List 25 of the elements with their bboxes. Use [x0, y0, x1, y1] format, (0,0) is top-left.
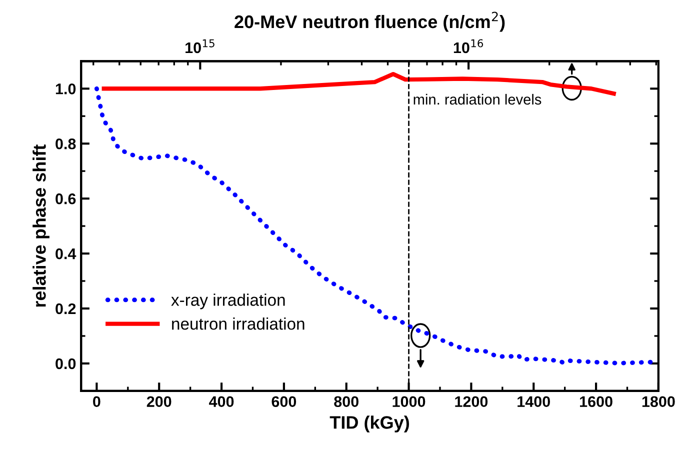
x2-axis-title: 20-MeV neutron fluence (n/cm$^{2}$) [234, 12, 505, 32]
y-tick-label: 1.0 [56, 84, 76, 94]
x-tick-label: 1600 [580, 396, 612, 408]
ref-line-label: min. radiation levels [414, 94, 542, 105]
x-tick-label: 1400 [518, 396, 550, 408]
line-series [94, 86, 654, 366]
x-axis-title: TID (kGy) [330, 416, 410, 432]
legend-label: x-ray irradiation [171, 294, 285, 310]
x-tick-label: 800 [334, 396, 358, 408]
x-tick-label: 1200 [455, 396, 488, 408]
y-axis-title: relative phase shift [32, 144, 50, 307]
x-tick-label: 1800 [642, 396, 675, 408]
x-tick-label: 1000 [392, 396, 426, 408]
y-tick-label: 0.0 [56, 358, 76, 370]
y-tick-label: 0.8 [56, 138, 76, 150]
y-tick-label: 0.4 [56, 248, 76, 260]
x2-tick-label: 10$^{15}$ [186, 39, 214, 54]
x-tick-label: 600 [272, 396, 296, 408]
x2-tick-label: 10$^{16}$ [454, 39, 484, 54]
x-tick-label: 400 [209, 396, 234, 408]
x-tick-label: 200 [146, 396, 172, 408]
x-tick-label: 0 [93, 396, 100, 408]
legend-label: neutron irradiation [172, 318, 304, 330]
y-tick-label: 0.2 [56, 303, 76, 314]
y-tick-label: 0.6 [56, 193, 76, 204]
